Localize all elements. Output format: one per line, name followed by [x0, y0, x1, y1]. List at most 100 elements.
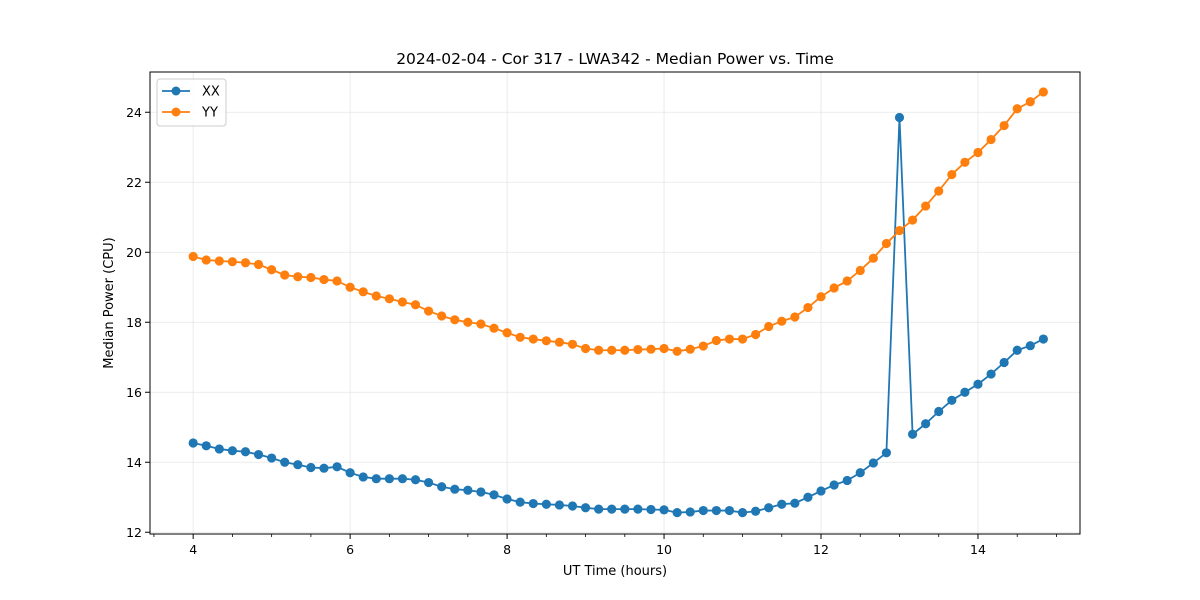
data-point-xx: [358, 472, 368, 482]
data-point-yy: [227, 257, 238, 267]
data-point-yy: [384, 294, 394, 304]
data-point-yy: [1025, 97, 1035, 107]
data-point-xx: [711, 505, 721, 516]
data-point-xx: [777, 499, 787, 509]
plot-area: [150, 72, 1080, 534]
data-point-xx: [580, 503, 591, 513]
x-axis-title: UT Time (hours): [563, 564, 667, 579]
data-point-yy: [607, 345, 617, 355]
data-point-xx: [240, 447, 251, 457]
data-point-yy: [790, 312, 800, 322]
legend-marker-yy: [171, 107, 181, 117]
data-point-yy: [894, 225, 905, 236]
data-point-xx: [620, 504, 630, 514]
x-axis: 4 6 8 10 12 14: [153, 534, 1057, 557]
data-point-yy: [907, 215, 918, 225]
data-point-xx: [842, 475, 852, 486]
data-point-xx: [947, 395, 957, 405]
data-point-xx: [567, 501, 578, 511]
data-point-yy: [371, 291, 381, 301]
data-point-xx: [685, 507, 695, 517]
data-point-yy: [777, 316, 787, 326]
data-point-xx: [541, 499, 551, 509]
data-point-xx: [397, 474, 408, 484]
data-point-yy: [751, 329, 761, 340]
data-point-xx: [424, 477, 434, 488]
y-tick-label: 14: [126, 455, 142, 470]
y-axis-title: Median Power (CPU): [102, 237, 117, 368]
legend-label-xx: XX: [202, 85, 220, 100]
x-tick-label: 8: [503, 542, 511, 557]
data-point-xx: [790, 498, 800, 508]
data-point-xx: [764, 503, 774, 513]
data-point-yy: [764, 321, 774, 332]
legend-label-yy: YY: [201, 106, 218, 121]
data-point-yy: [437, 311, 447, 321]
data-point-yy: [397, 297, 408, 307]
chart-title: 2024-02-04 - Cor 317 - LWA342 - Median P…: [396, 50, 834, 68]
data-point-yy: [515, 332, 525, 342]
data-point-xx: [253, 449, 264, 460]
data-point-xx: [646, 504, 656, 515]
plot-frame: [149, 71, 1081, 535]
data-point-yy: [947, 169, 957, 180]
data-point-yy: [659, 343, 669, 354]
data-point-yy: [489, 323, 499, 333]
data-point-yy: [332, 276, 342, 286]
data-point-xx: [384, 474, 394, 484]
series-layer: [188, 87, 1048, 518]
data-point-xx: [293, 460, 303, 470]
data-point-xx: [502, 494, 512, 504]
data-point-yy: [698, 341, 708, 351]
x-tick-label: 14: [970, 542, 986, 557]
data-point-xx: [371, 474, 381, 484]
legend: XX YY: [156, 78, 227, 127]
data-point-yy: [724, 334, 735, 344]
data-point-yy: [842, 276, 852, 286]
data-point-yy: [476, 319, 486, 329]
data-point-xx: [306, 462, 316, 473]
data-point-xx: [894, 112, 905, 123]
data-point-xx: [751, 506, 761, 516]
data-point-xx: [345, 468, 355, 478]
data-point-xx: [410, 475, 421, 485]
data-point-yy: [999, 120, 1009, 131]
data-point-yy: [1012, 104, 1022, 114]
data-point-yy: [633, 344, 643, 355]
y-tick-label: 24: [126, 105, 142, 120]
data-point-yy: [829, 283, 839, 293]
data-point-xx: [476, 487, 486, 497]
grid: [150, 72, 1080, 534]
data-point-yy: [567, 339, 578, 349]
data-point-yy: [934, 186, 944, 196]
y-axis: 12 14 16 18 20 22 24: [126, 105, 150, 540]
data-point-yy: [580, 343, 591, 354]
data-point-yy: [240, 258, 251, 268]
x-tick-label: 6: [346, 542, 354, 557]
data-point-yy: [267, 265, 277, 275]
data-point-yy: [620, 345, 630, 355]
y-tick-label: 22: [126, 175, 142, 190]
data-point-xx: [921, 419, 931, 429]
data-point-yy: [672, 346, 682, 356]
data-point-xx: [214, 444, 224, 454]
data-point-yy: [214, 256, 224, 266]
data-point-yy: [868, 253, 878, 263]
data-point-xx: [881, 448, 892, 458]
data-point-xx: [227, 446, 238, 456]
data-point-yy: [345, 282, 355, 292]
data-point-yy: [803, 302, 813, 313]
data-point-xx: [934, 406, 944, 417]
data-point-xx: [1025, 341, 1035, 351]
legend-marker-xx: [171, 86, 181, 96]
data-point-xx: [672, 508, 682, 518]
data-point-xx: [607, 504, 617, 514]
data-point-yy: [921, 201, 931, 211]
data-point-yy: [253, 259, 264, 270]
y-tick-label: 12: [126, 525, 142, 540]
x-tick-label: 4: [189, 542, 197, 557]
data-point-xx: [319, 463, 329, 473]
data-point-yy: [646, 344, 656, 354]
data-point-xx: [437, 482, 447, 492]
data-point-yy: [554, 337, 565, 347]
